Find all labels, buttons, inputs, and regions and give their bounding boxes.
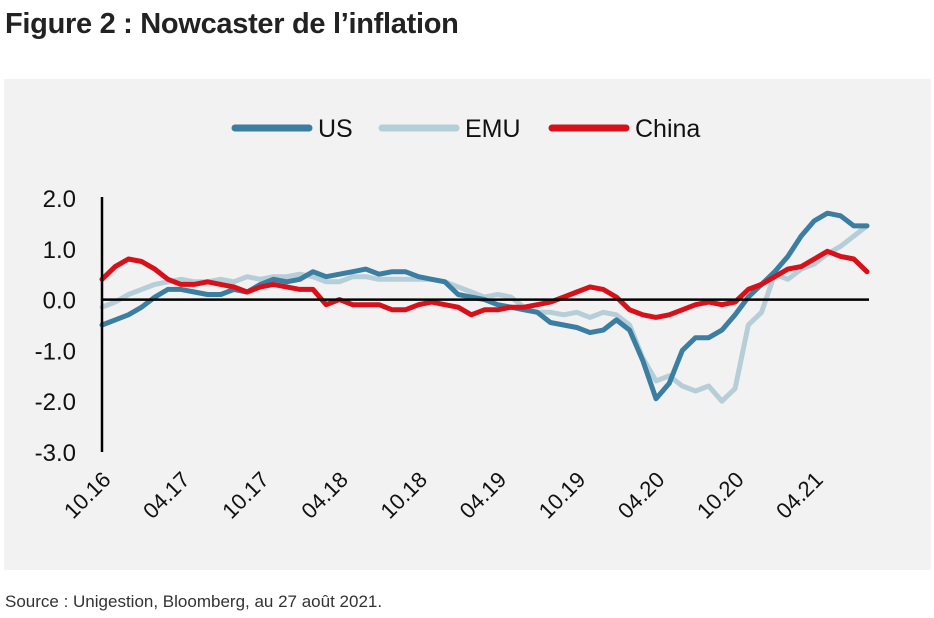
y-tick-label: 0.0 — [43, 288, 76, 315]
x-tick-label: 10.16 — [59, 467, 116, 524]
y-tick-label: -3.0 — [35, 440, 76, 467]
legend-label-emu: EMU — [465, 115, 521, 143]
x-tick-label: 04.17 — [138, 467, 195, 524]
y-tick-label: 1.0 — [43, 237, 76, 264]
axes — [100, 197, 869, 452]
x-tick-label: 10.17 — [217, 467, 274, 524]
legend: US EMU China — [231, 115, 700, 143]
series-lines — [99, 210, 870, 404]
x-tick-label: 04.21 — [771, 467, 828, 524]
legend-label-us: US — [318, 115, 353, 143]
y-tick-label: -1.0 — [35, 338, 76, 365]
source-note: Source : Unigestion, Bloomberg, au 27 ao… — [5, 592, 383, 611]
x-tick-label: 10.18 — [375, 467, 432, 524]
inflation-nowcaster-chart: US EMU China 2.0 1.0 0.0 -1.0 -2.0 -3.0 10.16 04… — [35, 115, 870, 524]
x-tick-label: 04.18 — [296, 467, 353, 524]
y-tick-label: -2.0 — [35, 389, 76, 416]
series-line-emu — [99, 223, 870, 404]
series-line-us — [99, 210, 870, 402]
chart-panel: US EMU China 2.0 1.0 0.0 -1.0 -2.0 -3.0 10.16 04… — [4, 79, 931, 570]
x-tick-label: 04.20 — [613, 467, 670, 524]
x-tick-label: 10.20 — [692, 467, 749, 524]
figure-title: Figure 2 : Nowcaster de l’inflation — [5, 8, 459, 40]
y-axis-ticks: 2.0 1.0 0.0 -1.0 -2.0 -3.0 — [35, 186, 76, 467]
x-tick-label: 10.19 — [534, 467, 591, 524]
legend-label-china: China — [635, 115, 700, 143]
y-tick-label: 2.0 — [43, 186, 76, 213]
x-tick-label: 04.19 — [455, 467, 512, 524]
x-axis-ticks: 10.16 04.17 10.17 04.18 10.18 04.19 10.19 04.20… — [59, 467, 828, 524]
series-line-china — [99, 248, 870, 320]
